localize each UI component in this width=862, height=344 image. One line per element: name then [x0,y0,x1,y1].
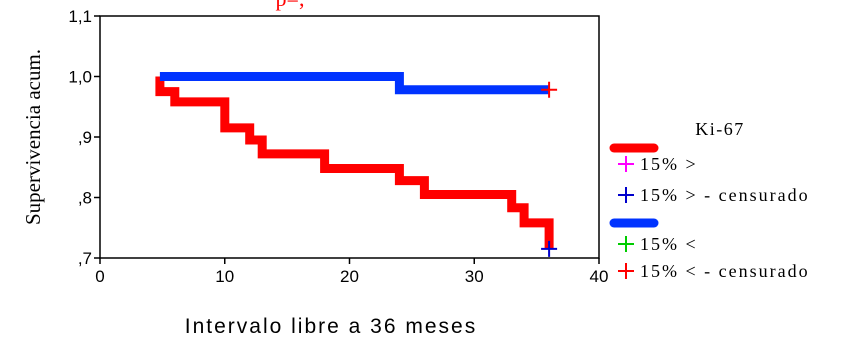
censor-mark [541,81,558,98]
x-tick-label: 0 [95,267,104,286]
legend-plus-swatch [618,187,634,203]
legend-plus-swatch [618,236,634,252]
legend-label: 15% > - censurado [640,185,810,205]
y-tick-label: 1,0 [68,68,92,87]
series-layer [155,72,558,257]
y-axis: ,7 ,8 ,9 1,0 1,1 [68,7,100,268]
legend-plus-swatch [618,156,634,172]
x-tick-label: 30 [465,267,484,286]
x-tick-label: 20 [340,267,359,286]
x-axis: 0 10 20 30 40 [95,258,608,286]
y-tick-label: ,7 [78,249,92,268]
survival-curve-1 [155,76,554,249]
x-axis-label: Intervalo libre a 36 meses [185,315,477,338]
y-axis-label: Supervivencia acum. [21,49,45,225]
legend-title: Ki-67 [695,119,745,139]
x-tick-label: 40 [590,267,609,286]
survival-curve-2 [159,72,550,95]
legend-label: 15% < [640,234,698,254]
legend-plus-swatch [618,263,634,279]
legend-label: 15% > [640,154,698,174]
censor-mark [541,240,558,257]
x-tick-label: 10 [215,267,234,286]
y-tick-label: ,8 [78,189,92,208]
legend: Ki-67 15% > 15% > - censurado 15% < 15% < -… [609,119,810,281]
chart-title-fragment: p=, [276,0,305,11]
y-tick-label: 1,1 [68,7,92,26]
legend-label: 15% < - censurado [640,261,810,281]
y-tick-label: ,9 [78,128,92,147]
